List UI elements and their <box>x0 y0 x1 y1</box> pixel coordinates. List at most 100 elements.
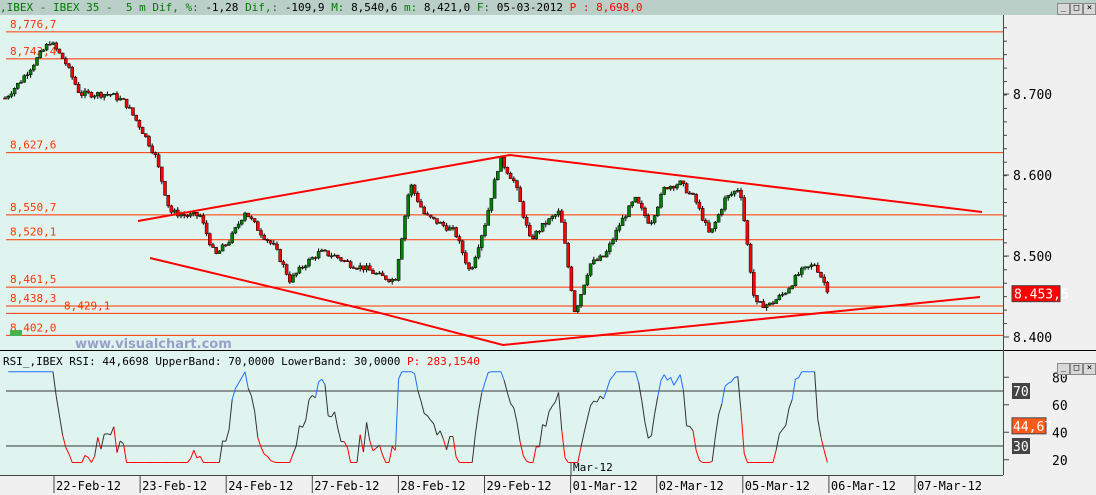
rsi-maximize-button[interactable]: □ <box>1070 363 1083 375</box>
candle <box>732 190 737 195</box>
rsi-line-segment <box>110 426 115 435</box>
candle <box>464 252 468 264</box>
candle <box>22 75 26 83</box>
maximize-button[interactable]: □ <box>1070 3 1083 15</box>
candle <box>137 120 142 128</box>
rsi-line-segment <box>503 380 508 393</box>
rsi-line-segment <box>779 429 783 434</box>
rsi-last-badge <box>1011 417 1047 435</box>
rsi-line-segment <box>199 456 204 463</box>
candle <box>390 279 394 282</box>
candle <box>579 294 583 307</box>
candle <box>694 194 698 203</box>
candle <box>614 229 618 240</box>
candle <box>758 301 762 303</box>
candle <box>3 97 7 100</box>
candle <box>144 133 148 137</box>
candle <box>278 249 282 263</box>
candle <box>105 94 110 96</box>
candle <box>208 233 212 246</box>
marker-icon <box>10 330 22 336</box>
rsi-line-segment <box>308 395 313 401</box>
candle <box>320 249 324 252</box>
candle <box>521 201 526 218</box>
candle <box>268 240 273 244</box>
candle <box>771 302 775 305</box>
x-tick-label: 27-Feb-12 <box>314 479 379 493</box>
candle <box>505 167 510 174</box>
max-value: 8,540,6 <box>351 1 398 14</box>
candle <box>556 210 561 216</box>
candle <box>476 247 481 258</box>
y-tick-label: 8.700 <box>1013 88 1052 103</box>
rsi-line-segment <box>100 434 105 450</box>
rsi-line-segment <box>321 379 326 385</box>
rsi-line-segment <box>471 433 476 463</box>
candle <box>291 274 295 283</box>
candle <box>169 205 174 213</box>
candle <box>160 166 164 182</box>
candle <box>32 64 36 71</box>
rsi-line-segment <box>68 453 73 463</box>
rsi-line-segment <box>273 461 278 463</box>
candle <box>518 187 522 202</box>
rsi-line-segment <box>113 426 118 453</box>
candle <box>774 299 778 304</box>
candle <box>640 202 644 209</box>
candle <box>48 43 52 46</box>
symbol: ,IBEX - IBEX 35 - 5 m <box>0 1 146 14</box>
x-tick-label: 22-Feb-12 <box>56 479 121 493</box>
rsi-line-segment <box>695 450 700 461</box>
candle <box>265 239 270 241</box>
level-label: 8,461,5 <box>10 273 56 286</box>
rsi-line-segment <box>241 371 246 378</box>
rsi-close-button[interactable]: × <box>1083 363 1096 375</box>
rsi-line-segment <box>87 457 92 463</box>
candle <box>227 242 231 246</box>
candle <box>678 180 682 186</box>
candle <box>822 276 826 283</box>
rsi-y-tick-label: 80 <box>1052 371 1068 386</box>
dif-value: -109,9 <box>284 1 325 14</box>
candle <box>342 260 346 262</box>
rsi-line-segment <box>580 432 585 448</box>
candle <box>67 63 71 68</box>
rsi-y-tick-label: 20 <box>1052 454 1068 469</box>
close-button[interactable]: × <box>1083 3 1096 15</box>
rsi-line-segment <box>734 376 738 379</box>
rsi-line-segment <box>638 382 643 401</box>
min-value: 8,421,0 <box>423 1 471 14</box>
y-tick-label: 8.500 <box>1013 250 1052 265</box>
candle <box>54 42 58 50</box>
x-tick-label: 01-Mar-12 <box>573 479 638 493</box>
candle <box>112 93 116 95</box>
minimize-button[interactable]: _ <box>1057 3 1070 15</box>
rsi-line-segment <box>94 437 99 457</box>
candle <box>691 192 695 195</box>
candle <box>124 98 129 108</box>
candle <box>425 213 430 216</box>
candle <box>652 215 657 223</box>
candle <box>761 301 766 308</box>
candle <box>182 214 186 216</box>
rsi-line-segment <box>660 374 665 381</box>
rsi-line-segment <box>382 455 387 463</box>
rsi-line-segment <box>731 377 735 382</box>
rsi-line-segment <box>430 419 435 425</box>
candle <box>38 51 42 59</box>
candle <box>604 251 609 258</box>
candle <box>441 222 446 226</box>
month-marker-label: Mar-12 <box>573 461 613 474</box>
rsi-line-segment <box>289 453 294 463</box>
candle <box>531 235 535 239</box>
rsi-line-segment <box>500 371 505 381</box>
rsi-line-segment <box>52 371 57 397</box>
candle <box>60 52 65 59</box>
rsi-line-segment <box>554 392 560 402</box>
candle <box>12 88 17 95</box>
rsi-minimize-button[interactable]: _ <box>1057 363 1070 375</box>
price-pane <box>0 15 1003 350</box>
x-tick-label: 06-Mar-12 <box>831 479 896 493</box>
rsi-line-segment <box>55 396 60 416</box>
candle <box>624 216 628 219</box>
